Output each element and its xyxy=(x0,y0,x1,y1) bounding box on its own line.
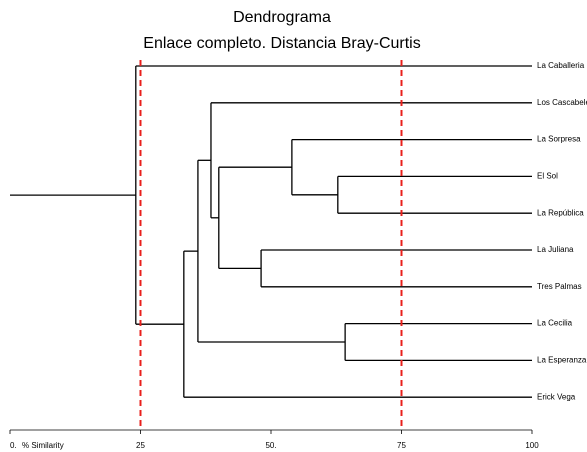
x-tick-label: 50. xyxy=(265,441,276,450)
x-tick-label: 0. xyxy=(10,441,17,450)
x-tick-label: 25 xyxy=(136,441,145,450)
chart-title: Dendrograma xyxy=(233,9,331,26)
leaf-label: La República xyxy=(537,208,584,217)
leaf-label: Los Cascabeles xyxy=(537,98,587,107)
leaf-label: El Sol xyxy=(537,172,558,181)
x-axis-label: % Similarity xyxy=(22,441,64,450)
leaf-label: Tres Palmas xyxy=(537,282,582,291)
leaf-label: La Caballeria xyxy=(537,61,585,70)
chart-subtitle: Enlace completo. Distancia Bray-Curtis xyxy=(143,35,420,52)
leaf-label: La Sorpresa xyxy=(537,135,581,144)
leaf-label: Erick Vega xyxy=(537,392,576,401)
leaf-label: La Juliana xyxy=(537,245,574,254)
x-tick-label: 75 xyxy=(397,441,406,450)
x-tick-label: 100 xyxy=(525,441,539,450)
leaf-label: La Esperanza xyxy=(537,356,587,365)
leaf-label: La Cecilia xyxy=(537,319,573,328)
